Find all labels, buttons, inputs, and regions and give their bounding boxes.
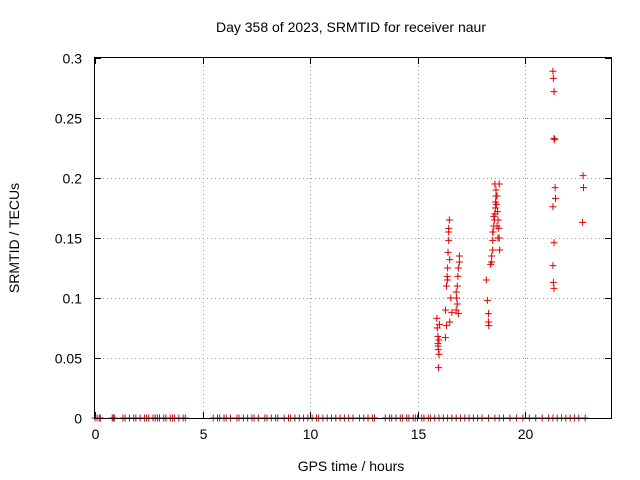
- y-tick-labels: 0 0.05 0.1 0.15 0.2 0.25 0.3: [55, 51, 82, 427]
- data-point: [491, 204, 499, 212]
- data-point: [549, 278, 557, 286]
- data-point: [452, 288, 460, 296]
- data-point: [443, 282, 451, 290]
- data-point: [551, 136, 559, 144]
- data-point: [435, 364, 443, 372]
- data-point: [550, 88, 558, 96]
- data-point: [493, 208, 501, 216]
- data-point: [453, 294, 461, 302]
- x-axis-label: GPS time / hours: [298, 458, 405, 474]
- y-axis-label: SRMTID / TECUs: [6, 183, 22, 293]
- data-point: [455, 258, 463, 266]
- data-point: [493, 200, 501, 208]
- x-tick-label: 20: [518, 426, 534, 442]
- data-point: [488, 252, 496, 260]
- y-tick-label: 0.2: [63, 171, 83, 187]
- data-point: [489, 246, 497, 254]
- data-point: [441, 334, 449, 342]
- data-point: [579, 184, 587, 192]
- data-point: [444, 248, 452, 256]
- data-point: [446, 318, 454, 326]
- data-point: [454, 310, 462, 318]
- data-point: [446, 256, 454, 264]
- data-point: [445, 236, 453, 244]
- data-point: [482, 276, 490, 284]
- data-point: [490, 212, 498, 220]
- data-point: [455, 252, 463, 260]
- data-point: [435, 336, 443, 344]
- y-tick-label: 0.15: [55, 231, 82, 247]
- data-point: [434, 332, 442, 340]
- data-point: [488, 258, 496, 266]
- data-point: [551, 184, 559, 192]
- grid-lines: [95, 58, 611, 418]
- data-point: [549, 67, 557, 75]
- data-point: [493, 192, 501, 200]
- data-point: [433, 324, 441, 332]
- data-point: [489, 228, 497, 236]
- y-tick-label: 0.25: [55, 111, 82, 127]
- data-point: [493, 222, 501, 230]
- data-point: [489, 236, 497, 244]
- x-tick-label: 15: [411, 426, 427, 442]
- data-point: [552, 194, 560, 202]
- data-point: [435, 320, 443, 328]
- data-point: [485, 322, 493, 330]
- x-tick-label: 5: [200, 426, 208, 442]
- data-point: [494, 216, 502, 224]
- chart-title: Day 358 of 2023, SRMTID for receiver nau…: [216, 19, 486, 35]
- data-point: [579, 172, 587, 180]
- data-point: [579, 218, 587, 226]
- data-point: [433, 314, 441, 322]
- data-point: [444, 276, 452, 284]
- data-point: [454, 272, 462, 280]
- axis-ticks: [95, 58, 611, 419]
- data-point: [452, 306, 460, 314]
- data-markers: [91, 67, 589, 422]
- x-tick-label: 10: [303, 426, 319, 442]
- x-tick-labels: 0 5 10 15 20: [92, 426, 534, 442]
- y-tick-label: 0.05: [55, 351, 82, 367]
- y-tick-label: 0: [74, 411, 82, 427]
- data-point: [444, 264, 452, 272]
- data-point: [434, 342, 442, 350]
- data-point: [445, 224, 453, 232]
- data-point: [435, 350, 443, 358]
- data-point: [441, 306, 449, 314]
- data-point: [483, 296, 491, 304]
- data-point: [454, 264, 462, 272]
- data-point: [453, 282, 461, 290]
- data-point: [445, 216, 453, 224]
- x-tick-label: 0: [92, 426, 100, 442]
- data-point: [448, 308, 456, 316]
- data-point: [495, 180, 503, 188]
- data-point: [549, 203, 557, 211]
- data-point: [484, 310, 492, 318]
- data-point: [550, 284, 558, 292]
- y-tick-label: 0.3: [63, 51, 83, 67]
- data-point: [443, 322, 451, 330]
- data-point: [549, 74, 557, 82]
- data-point: [494, 234, 502, 242]
- data-point: [496, 246, 504, 254]
- data-point: [549, 262, 557, 270]
- data-point: [453, 300, 461, 308]
- plot-frame: [94, 57, 612, 419]
- y-tick-label: 0.1: [63, 291, 83, 307]
- data-point: [550, 134, 558, 142]
- data-point: [550, 239, 558, 247]
- data-point: [492, 186, 500, 194]
